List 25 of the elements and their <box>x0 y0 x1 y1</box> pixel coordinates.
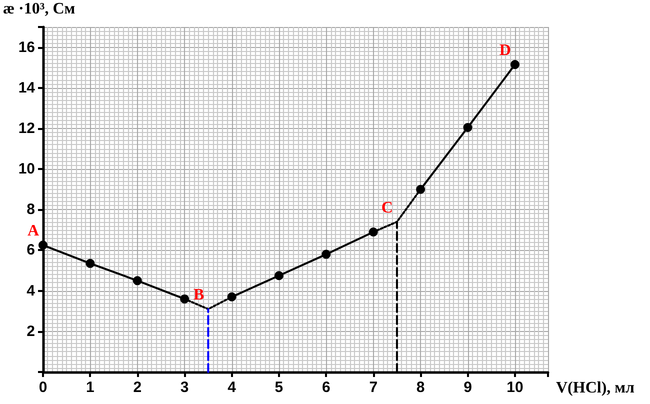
y-tick-label: 2 <box>26 322 35 340</box>
annotation: D <box>499 42 511 60</box>
x-tick-label: 7 <box>369 379 378 396</box>
y-tick-label: 6 <box>26 242 35 259</box>
x-tick-label: 4 <box>228 379 237 396</box>
y-tick-label: 14 <box>18 79 36 96</box>
y-tick-label: 8 <box>26 201 35 218</box>
x-tick-label: 5 <box>274 379 284 396</box>
x-tick-label: 0 <box>38 379 48 396</box>
y-tick-label: 10 <box>18 160 35 178</box>
x-tick-label: 9 <box>464 379 472 396</box>
x-tick-label: 2 <box>133 379 142 396</box>
y-tick-label: 12 <box>18 120 35 137</box>
annotation: B <box>194 286 205 304</box>
x-axis-title: V(HCl), мл <box>556 380 635 396</box>
annotation: A <box>27 222 40 240</box>
x-tick-label: 3 <box>180 379 189 396</box>
y-tick-label: 16 <box>18 38 35 56</box>
x-tick-label: 1 <box>86 379 94 396</box>
x-tick-label: 10 <box>506 379 524 396</box>
y-tick-label: 4 <box>26 282 36 300</box>
y-axis-title: æ ·10³, См <box>3 0 76 18</box>
annotation: C <box>381 199 393 216</box>
x-tick-label: 8 <box>416 379 425 396</box>
x-tick-label: 6 <box>322 379 330 396</box>
